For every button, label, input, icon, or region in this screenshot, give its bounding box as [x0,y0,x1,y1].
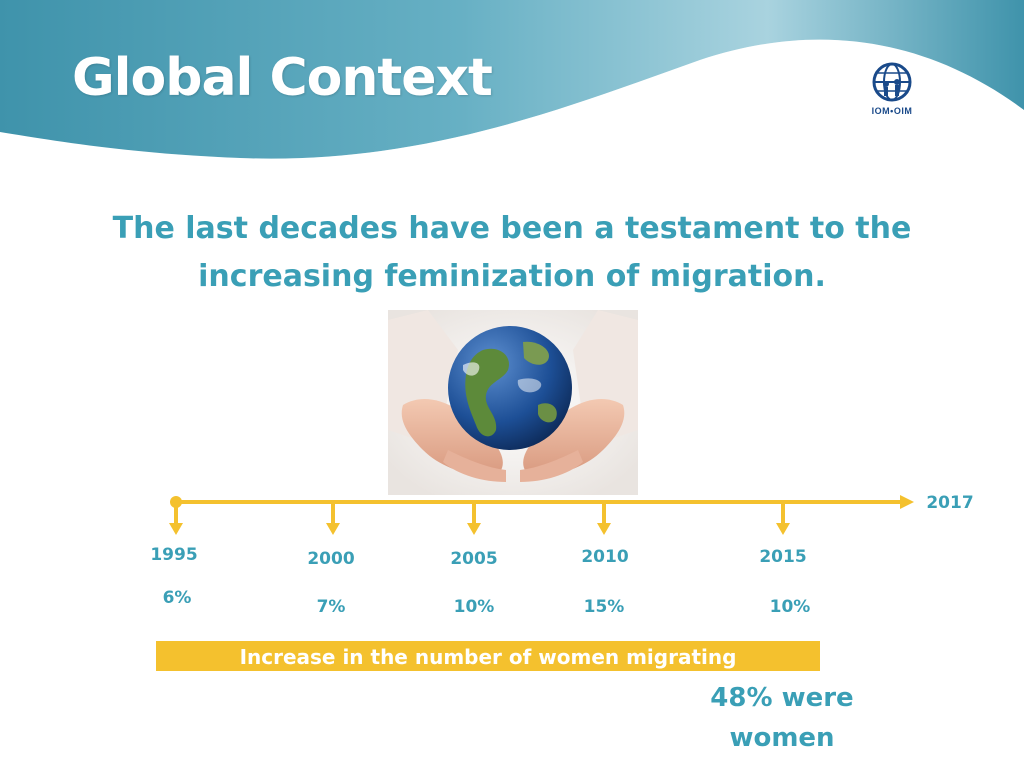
timeline-value: 6% [162,588,192,608]
slide-title: Global Context [72,48,493,108]
logo-text: IOM•OIM [871,106,913,116]
timeline-value: 15% [583,597,625,617]
women-share-note: 48% were women [692,678,872,758]
timeline [169,495,914,535]
timeline-value: 7% [316,597,346,617]
note-line: 48% were [710,683,854,713]
timeline-year: 2015 [759,547,807,567]
timeline-marker-2000 [326,502,340,535]
timeline-marker-2010 [597,502,611,535]
globe-in-hands-image [388,310,638,495]
timeline-value: 10% [453,597,495,617]
subtitle-line: increasing feminization of migration. [198,259,826,294]
timeline-arrowhead [900,495,914,509]
timeline-year: 1995 [150,545,198,565]
timeline-year: 2010 [581,547,629,567]
iom-logo: IOM•OIM [862,60,922,124]
slide-subtitle: The last decades have been a testament t… [60,205,964,301]
timeline-marker-2015 [776,502,790,535]
timeline-year: 2000 [307,549,355,569]
timeline-marker-2005 [467,502,481,535]
increase-banner: Increase in the number of women migratin… [156,641,820,671]
timeline-marker-1995 [169,502,183,535]
note-line: women [729,723,835,753]
iom-logo-icon [872,62,912,102]
header-wave-background [0,0,1024,166]
timeline-end-label: 2017 [926,493,974,513]
subtitle-line: The last decades have been a testament t… [112,211,912,246]
timeline-year: 2005 [450,549,498,569]
timeline-value: 10% [769,597,811,617]
